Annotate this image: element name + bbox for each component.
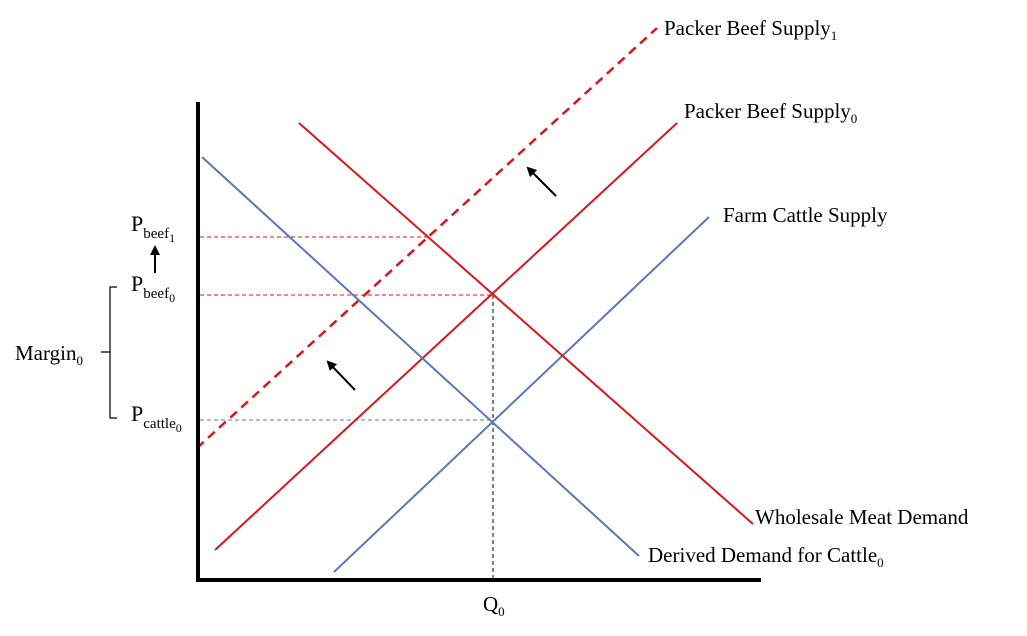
packer-beef-supply-0-line: [214, 122, 678, 551]
packer-beef-supply-0-label: Packer Beef Supply0: [684, 99, 858, 126]
pcattle0-label: Pcattle0: [131, 401, 182, 435]
packer-beef-supply-1-label: Packer Beef Supply1: [664, 16, 838, 43]
pbeef1-label: Pbeef1: [131, 211, 176, 245]
farm-cattle-supply-label: Farm Cattle Supply: [723, 203, 888, 227]
shift-arrow-icon: [326, 360, 356, 391]
margin-bracket: [101, 286, 117, 419]
derived-demand-cattle-label: Derived Demand for Cattle0: [648, 543, 884, 570]
margin-label: Margin0: [15, 341, 83, 368]
derived-demand-cattle-line: [201, 156, 640, 557]
q0-label: Q0: [483, 592, 505, 619]
shift-arrow-icon: [526, 166, 557, 197]
packer-beef-supply-1-line: [196, 27, 658, 449]
pbeef0-label: Pbeef0: [131, 271, 176, 305]
farm-cattle-supply-line: [333, 216, 710, 573]
wholesale-meat-demand-label: Wholesale Meat Demand: [755, 505, 969, 529]
wholesale-meat-demand-line: [298, 122, 754, 525]
